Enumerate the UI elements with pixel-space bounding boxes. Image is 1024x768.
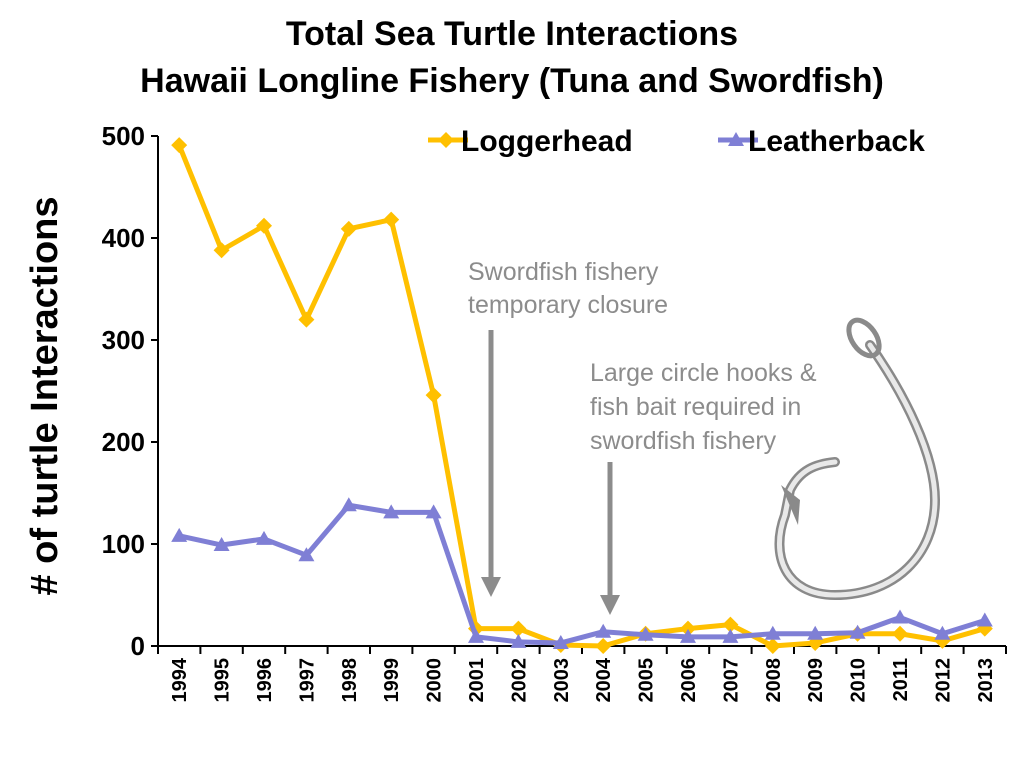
- annotation-text-line: temporary closure: [468, 291, 668, 319]
- x-tick-label: 2004: [593, 657, 615, 702]
- x-tick-label: 2010: [848, 658, 870, 703]
- y-tick-label: 100: [102, 529, 145, 559]
- x-tick-label: 2006: [678, 658, 700, 703]
- x-tick-label: 2013: [975, 658, 997, 703]
- leatherback-point: [171, 527, 188, 542]
- leatherback-point: [934, 625, 951, 640]
- x-tick-label: 2007: [720, 658, 742, 703]
- x-tick-label: 1995: [212, 658, 234, 703]
- loggerhead-point: [425, 387, 442, 404]
- loggerhead-point: [892, 625, 908, 642]
- y-axis-ticks: 0 100 200 300 400 500: [102, 121, 158, 661]
- x-tick-label: 2008: [763, 658, 785, 703]
- annotation-text-line: swordfish fishery: [590, 427, 777, 455]
- x-tick-label: 2005: [636, 658, 658, 703]
- loggerhead-point: [383, 211, 400, 228]
- loggerhead-point: [340, 220, 357, 237]
- legend-loggerhead-label: Loggerhead: [461, 125, 633, 158]
- x-tick-label: 1994: [169, 657, 191, 702]
- hook-eye: [846, 317, 882, 359]
- annotation-arrow-head: [481, 577, 501, 597]
- leatherback-point: [510, 633, 527, 648]
- y-tick-label: 400: [102, 223, 145, 253]
- leatherback-point: [849, 624, 866, 639]
- loggerhead-point: [213, 242, 230, 259]
- x-tick-label: 1998: [339, 658, 361, 703]
- annotation-text-line: fish bait required in: [590, 393, 801, 421]
- series-layer: [171, 137, 993, 654]
- chart-title-line-2: Hawaii Longline Fishery (Tuna and Swordf…: [140, 62, 884, 100]
- axes: [157, 136, 1006, 647]
- x-tick-label: 1997: [296, 658, 318, 703]
- x-tick-label: 2011: [890, 658, 912, 701]
- chart-title: Total Sea Turtle Interactions Hawaii Long…: [140, 15, 884, 100]
- leatherback-point: [298, 547, 315, 562]
- x-tick-label: 2002: [508, 658, 530, 703]
- chart-title-line-1: Total Sea Turtle Interactions: [286, 15, 738, 53]
- loggerhead-point: [510, 620, 527, 637]
- legend: Loggerhead Leatherback: [428, 125, 925, 158]
- leatherback-point: [468, 628, 484, 643]
- y-axis-title: # of turtle Interactions: [24, 196, 66, 595]
- x-tick-label: 1996: [254, 658, 276, 703]
- x-tick-label: 2001: [466, 658, 488, 703]
- circle-hook-icon: [774, 317, 941, 601]
- y-axis-label: # of turtle Interactions: [24, 196, 66, 595]
- loggerhead-line: [176, 144, 986, 649]
- x-axis-ticks: 1994 1995 1996 1997 1998 1999 2000 2001 2002 2003…: [157, 646, 1007, 703]
- y-tick-label: 0: [131, 631, 145, 661]
- leatherback-point: [807, 625, 824, 640]
- hook-body: [776, 342, 938, 598]
- annotation-text-line: Swordfish fishery: [468, 258, 659, 286]
- leatherback-point: [722, 628, 739, 643]
- hook-barb: [781, 485, 800, 525]
- loggerhead-point: [680, 620, 696, 637]
- leatherback-point: [595, 623, 612, 638]
- x-tick-label: 2000: [424, 658, 446, 703]
- x-tick-label: 2009: [805, 658, 827, 703]
- leatherback-point: [637, 626, 654, 641]
- y-tick-label: 200: [102, 427, 145, 457]
- loggerhead-point: [595, 638, 612, 654]
- leatherback-line: [178, 502, 986, 646]
- x-tick-label: 2003: [551, 658, 573, 703]
- leatherback-point: [383, 504, 400, 519]
- loggerhead-point: [298, 311, 315, 328]
- x-tick-label: 2012: [932, 658, 954, 703]
- series-loggerhead: [171, 137, 993, 654]
- y-tick-label: 300: [102, 325, 145, 355]
- leatherback-point: [552, 634, 569, 649]
- leatherback-point: [680, 628, 696, 643]
- leatherback-point: [976, 612, 993, 627]
- loggerhead-point: [171, 137, 188, 154]
- legend-leatherback-label: Leatherback: [748, 125, 925, 158]
- legend-loggerhead-marker: [438, 132, 454, 148]
- leatherback-point: [892, 609, 908, 624]
- series-leatherback: [171, 497, 993, 649]
- y-tick-label: 500: [102, 121, 145, 151]
- leatherback-point: [425, 504, 442, 519]
- legend-leatherback-marker: [728, 132, 744, 146]
- annotation-text-line: Large circle hooks &: [590, 359, 817, 387]
- annotations: Swordfish fishery temporary closure Large …: [468, 258, 817, 615]
- leatherback-point: [340, 497, 357, 512]
- x-tick-label: 1999: [381, 658, 403, 703]
- leatherback-point: [764, 625, 781, 640]
- leatherback-point: [213, 537, 230, 552]
- loggerhead-point: [722, 616, 739, 633]
- annotation-arrow-head: [600, 595, 620, 615]
- leatherback-point: [256, 530, 272, 545]
- loggerhead-point: [764, 638, 781, 654]
- loggerhead-point: [256, 217, 272, 234]
